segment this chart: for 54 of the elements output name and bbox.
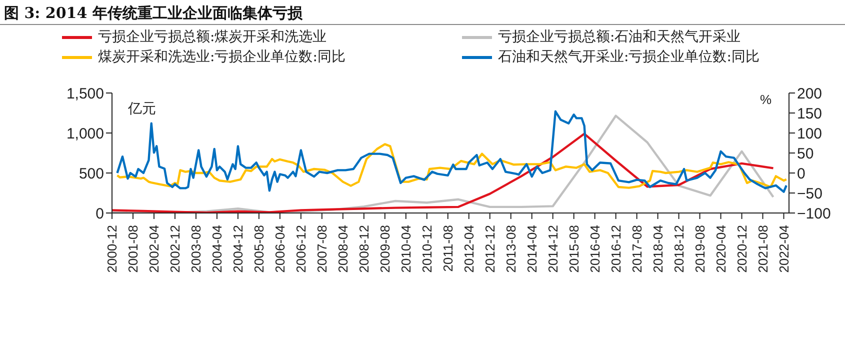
x-tick-label: 2011-08 — [440, 225, 456, 272]
y2-tick-label: 200 — [797, 85, 822, 102]
x-tick-label: 2016-12 — [608, 225, 624, 273]
y-tick-label: 0 — [96, 205, 104, 222]
legend-label: 亏损企业亏损总额:煤炭开采和洗选业 — [98, 28, 327, 46]
x-tick-label: 2017-08 — [629, 225, 644, 273]
x-tick-label: 2016-04 — [587, 225, 602, 273]
y2-tick-label: −50 — [797, 185, 822, 202]
x-tick-label: 2014-12 — [545, 225, 560, 273]
x-tick-label: 2019-08 — [692, 225, 708, 273]
chart-title: 图 3: 2014 年传统重工业企业面临集体亏损 — [4, 4, 302, 23]
x-tick-label: 2002-04 — [146, 225, 162, 273]
line-series — [112, 132, 774, 213]
legend-label: 煤炭开采和洗选业:亏损企业单位数:同比 — [98, 48, 346, 66]
x-tick-label: 2003-08 — [188, 225, 204, 273]
x-tick-label: 2001-08 — [125, 225, 140, 273]
x-tick-label: 2006-12 — [293, 225, 308, 273]
y2-tick-label: −100 — [797, 205, 831, 222]
x-tick-label: 2015-08 — [566, 225, 582, 273]
x-tick-label: 2021-08 — [755, 225, 770, 273]
x-tick-label: 2005-08 — [251, 225, 266, 273]
x-tick-label: 2009-08 — [377, 225, 392, 273]
x-tick-label: 2010-04 — [398, 225, 414, 273]
x-tick-label: 2008-04 — [335, 225, 350, 273]
y-tick-label: 1,000 — [66, 125, 104, 142]
legend-label: 亏损企业亏损总额:石油和天然气开采业 — [498, 28, 741, 46]
x-tick-label: 2012-12 — [482, 225, 498, 273]
x-tick-label: 2004-04 — [209, 225, 224, 273]
y-axis-title: 亿元 — [128, 100, 156, 118]
y2-tick-label: 150 — [797, 105, 822, 122]
x-tick-label: 2000-12 — [104, 225, 120, 273]
line-series — [116, 143, 788, 189]
x-tick-label: 2006-04 — [272, 225, 288, 273]
x-tick-label: 2010-12 — [419, 225, 434, 273]
x-tick-label: 2013-08 — [503, 225, 518, 273]
y-tick-label: 1,500 — [66, 85, 104, 102]
x-tick-label: 2012-04 — [461, 225, 476, 273]
legend-label: 石油和天然气开采业:亏损企业单位数:同比 — [498, 48, 760, 66]
x-tick-label: 2020-04 — [713, 225, 728, 273]
y-tick-label: 500 — [78, 165, 104, 182]
x-tick-label: 2014-04 — [524, 225, 540, 273]
y2-tick-label: 0 — [797, 165, 806, 182]
y2-tick-label: 100 — [797, 125, 822, 142]
x-tick-label: 2018-04 — [650, 225, 666, 273]
y2-axis-title: % — [760, 92, 772, 107]
x-tick-label: 2002-12 — [167, 225, 182, 273]
x-tick-label: 2022-04 — [776, 225, 792, 273]
x-tick-label: 2018-12 — [671, 225, 686, 273]
x-tick-label: 2007-08 — [314, 225, 330, 273]
y2-tick-label: 50 — [797, 145, 814, 162]
line-series — [112, 114, 774, 213]
x-tick-label: 2008-12 — [356, 225, 372, 273]
x-tick-label: 2020-12 — [734, 225, 750, 273]
x-tick-label: 2004-12 — [230, 225, 246, 273]
